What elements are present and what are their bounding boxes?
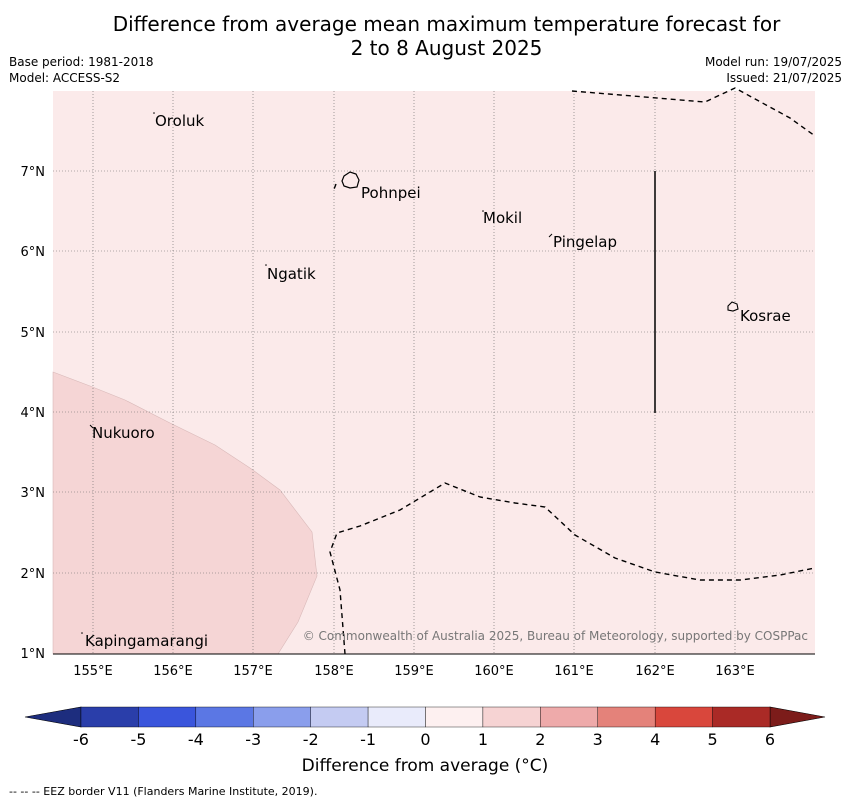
colorbar-tick-label: -1 (360, 730, 376, 749)
lon-tick-label: 160°E (474, 664, 514, 679)
meta-left: Base period: 1981-2018 Model: ACCESS-S2 (9, 54, 154, 86)
colorbar-tick-label: -3 (245, 730, 261, 749)
lat-tick-label: 3°N (21, 486, 46, 501)
atoll-marks (81, 112, 553, 634)
map-title: Difference from average mean maximum tem… (0, 12, 850, 60)
place-mokil: Mokil (483, 209, 522, 227)
colorbar-segment (597, 706, 656, 728)
kosrae-island-outline (727, 301, 739, 312)
colorbar-tick-label: 2 (535, 730, 545, 749)
issued-date: Issued: 21/07/2025 (726, 71, 842, 85)
lat-tick-label: 6°N (21, 245, 46, 260)
colorbar-segment (482, 706, 541, 728)
mokil-mark (482, 210, 484, 212)
colorbar-segment (712, 706, 771, 728)
place-oroluk: Oroluk (155, 112, 204, 130)
colorbar-segment (195, 706, 254, 728)
title-line-1: Difference from average mean maximum tem… (112, 12, 781, 36)
model-run: Model run: 19/07/2025 (704, 55, 842, 69)
colorbar-segment (540, 706, 598, 728)
copyright-notice: © Commonwealth of Australia 2025, Bureau… (303, 629, 808, 643)
nukuoro-mark (89, 424, 94, 429)
colorbar-tick-label: 6 (765, 730, 775, 749)
base-period: Base period: 1981-2018 (9, 55, 154, 69)
eez-border-north (571, 87, 816, 137)
colorbar-label: Difference from average (°C) (301, 756, 549, 776)
lat-gridlines (53, 170, 815, 574)
lon-tick-label: 156°E (153, 664, 193, 679)
colorbar-tick-label: 0 (420, 730, 430, 749)
colorbar-segment (367, 706, 426, 728)
oroluk-mark (153, 112, 155, 114)
colorbar-tick-label: -6 (73, 730, 89, 749)
eez-border-south (329, 482, 816, 655)
lat-tick-label: 7°N (21, 165, 46, 180)
colorbar-tick-label: 4 (650, 730, 660, 749)
lon-tick-label: 159°E (394, 664, 434, 679)
colorbar-over-arrow (769, 706, 826, 728)
lon-tick-labels: 155°E 156°E 157°E 158°E 159°E 160°E 161°… (73, 664, 755, 679)
colorbar-segment (138, 706, 197, 728)
lon-tick-label: 157°E (233, 664, 273, 679)
pingelap-mark (548, 233, 553, 238)
eez-borders (329, 87, 816, 655)
place-kosrae: Kosrae (740, 307, 791, 325)
colorbar-tick-label: 3 (593, 730, 603, 749)
lat-tick-labels: 7°N 6°N 5°N 4°N 3°N 2°N 1°N (21, 165, 46, 662)
lon-tick-label: 162°E (635, 664, 675, 679)
place-ngatik: Ngatik (267, 265, 316, 283)
eez-border-fragment (332, 183, 337, 193)
lon-tick-label: 158°E (314, 664, 354, 679)
pohnpei-island-outline (341, 171, 360, 189)
colorbar-tick-label: 1 (478, 730, 488, 749)
lon-tick-label: 163°E (715, 664, 755, 679)
colorbar-tick-label: -2 (303, 730, 319, 749)
lat-tick-label: 4°N (21, 406, 46, 421)
colorbar-tick-label: -5 (130, 730, 146, 749)
kapingamarangi-mark (81, 632, 83, 634)
colorbar-segment (654, 706, 713, 728)
model-name: Model: ACCESS-S2 (9, 71, 121, 85)
colorbar-tick-label: 5 (707, 730, 717, 749)
lon-tick-label: 155°E (73, 664, 113, 679)
meta-right: Model run: 19/07/2025 Issued: 21/07/2025 (705, 54, 842, 86)
lat-tick-label: 5°N (21, 326, 46, 341)
colorbar-segment (425, 706, 484, 728)
colorbar-segment (310, 706, 369, 728)
colorbar-tick-label: -4 (188, 730, 204, 749)
place-nukuoro: Nukuoro (92, 424, 155, 442)
colorbar-under-arrow (24, 706, 82, 728)
lon-tick-label: 161°E (554, 664, 594, 679)
lat-tick-label: 1°N (21, 647, 46, 662)
place-kapingamarangi: Kapingamarangi (85, 632, 208, 650)
footnote-eez: -- -- -- EEZ border V11 (Flanders Marine… (9, 785, 318, 798)
place-pohnpei: Pohnpei (361, 184, 421, 202)
colorbar: -6 -5 -4 -3 -2 -1 0 1 2 3 4 5 6 (24, 706, 826, 749)
colorbar-segment (253, 706, 311, 728)
lat-tick-label: 2°N (21, 567, 46, 582)
colorbar-segment (80, 706, 139, 728)
ngatik-mark (265, 264, 267, 266)
title-line-2: 2 to 8 August 2025 (350, 36, 543, 60)
place-pingelap: Pingelap (553, 233, 617, 251)
